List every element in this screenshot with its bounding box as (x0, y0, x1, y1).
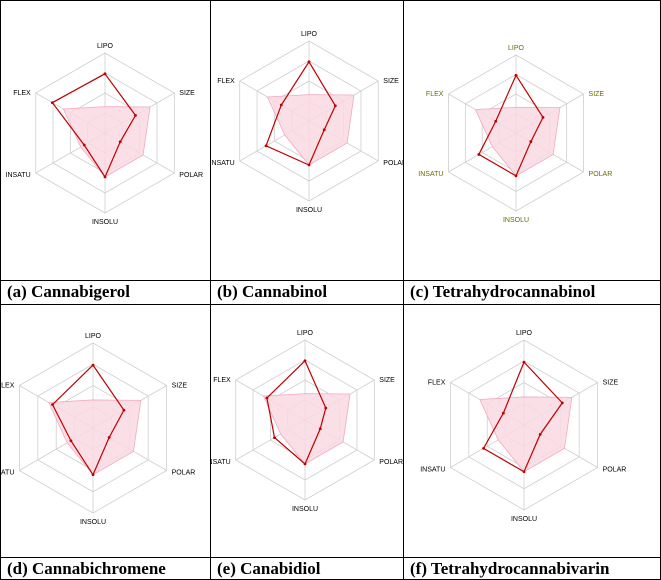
caption-b: (b) Cannabinol (211, 280, 403, 304)
caption-c: (c) Tetrahydrocannabinol (404, 280, 660, 304)
data-point-size (333, 104, 337, 108)
axis-label-size: SIZE (589, 91, 605, 98)
radar-chart-e: LIPO SIZE POLAR INSOLU INSATU FLEX (211, 330, 403, 513)
data-point-polar (107, 435, 111, 439)
axis-label-flex: FLEX (13, 90, 31, 97)
data-point-polar (538, 432, 542, 436)
data-point-flex (51, 403, 54, 407)
data-point-flex (50, 101, 54, 104)
axis-label-polar: POLAR (603, 467, 627, 474)
axis-label-size: SIZE (379, 377, 395, 384)
panel-e: LIPO SIZE POLAR INSOLU INSATU FLEX (e) Canabi… (210, 304, 404, 580)
data-point-flex (265, 396, 269, 400)
axis-label-lipo: LIPO (516, 330, 533, 337)
axis-label-lipo: LIPO (301, 31, 318, 38)
axis-label-flex: FLEX (428, 380, 446, 387)
axis-label-flex: FLEX (426, 91, 444, 98)
axis-label-size: SIZE (383, 78, 399, 85)
axis-label-size: SIZE (179, 90, 195, 97)
axis-label-polar: POLAR (179, 172, 203, 179)
optimal-range-area (62, 106, 151, 178)
axis-label-flex: FLEX (217, 78, 235, 85)
data-point-insolu (514, 174, 518, 178)
data-point-insatu (69, 439, 73, 443)
axis-label-insatu: INSATU (1, 470, 14, 477)
axis-label-lipo: LIPO (297, 330, 314, 337)
data-point-polar (118, 140, 122, 144)
radar-chart-f: LIPO SIZE POLAR INSOLU INSATU FLEX (420, 330, 627, 523)
axis-label-lipo: LIPO (85, 333, 102, 340)
caption-e: (e) Canabidiol (211, 557, 403, 579)
panel-f: LIPO SIZE POLAR INSOLU INSATU FLEX (f) Tetrah… (403, 304, 661, 580)
axis-label-size: SIZE (172, 383, 188, 390)
data-point-insatu (482, 446, 485, 450)
axis-label-insolu: INSOLU (511, 516, 537, 523)
caption-f: (f) Tetrahydrocannabivarin (404, 557, 660, 579)
data-point-lipo (103, 72, 107, 76)
panel-d: LIPO SIZE POLAR INSOLU INSATU FLEX (d) Cannab… (0, 304, 211, 580)
axis-label-lipo: LIPO (97, 43, 114, 50)
axis-label-flex: FLEX (1, 383, 15, 390)
data-point-lipo (522, 360, 526, 364)
data-point-polar (318, 427, 322, 431)
data-point-polar (322, 128, 326, 132)
data-point-insatu (264, 144, 268, 148)
axis-label-insolu: INSOLU (92, 219, 118, 226)
data-point-insolu (522, 470, 526, 474)
axis-label-insatu: INSATU (6, 172, 31, 179)
axis-label-lipo: LIPO (508, 45, 525, 52)
axis-label-polar: POLAR (383, 160, 403, 167)
data-point-insatu (82, 143, 86, 147)
radar-chart-d: LIPO SIZE POLAR INSOLU INSATU FLEX (1, 333, 196, 526)
axis-label-polar: POLAR (172, 470, 196, 477)
data-point-polar (529, 140, 533, 143)
panel-a: LIPO SIZE POLAR INSOLU INSATU FLEX (a) Cannab… (0, 0, 211, 305)
panel-c: LIPO SIZE POLAR INSOLU INSATU FLEX (c) Tetrah… (403, 0, 661, 305)
axis-label-insolu: INSOLU (292, 506, 318, 513)
data-point-insolu (91, 473, 95, 477)
data-point-flex (279, 103, 283, 107)
data-point-size (560, 401, 564, 405)
optimal-range-area (48, 399, 142, 476)
data-point-size (122, 408, 126, 412)
data-point-flex (494, 119, 498, 123)
data-point-insolu (307, 163, 311, 167)
axis-label-flex: FLEX (213, 377, 231, 384)
radar-chart-a: LIPO SIZE POLAR INSOLU INSATU FLEX (6, 43, 203, 226)
panel-b: LIPO SIZE POLAR INSOLU INSATU FLEX (b) Cannab… (210, 0, 404, 305)
data-point-lipo (91, 363, 95, 367)
data-point-insolu (103, 175, 107, 179)
data-point-insatu (273, 436, 276, 439)
axis-label-insatu: INSATU (418, 171, 443, 178)
axis-label-polar: POLAR (589, 171, 613, 178)
axis-label-polar: POLAR (379, 459, 403, 466)
caption-a: (a) Cannabigerol (1, 280, 210, 304)
axis-label-insolu: INSOLU (503, 217, 529, 224)
data-point-insolu (303, 462, 307, 466)
data-point-size (324, 406, 328, 410)
axis-label-size: SIZE (603, 380, 619, 387)
optimal-range-area (262, 393, 351, 465)
data-point-lipo (307, 60, 311, 64)
optimal-range-area (474, 106, 561, 177)
data-point-size (134, 114, 137, 117)
axis-label-insolu: INSOLU (80, 519, 106, 526)
data-point-insatu (477, 153, 481, 156)
data-point-lipo (514, 73, 518, 77)
data-point-size (541, 116, 545, 119)
radar-chart-c: LIPO SIZE POLAR INSOLU INSATU FLEX (418, 45, 613, 224)
data-point-flex (501, 411, 505, 415)
axis-label-insatu: INSATU (420, 467, 445, 474)
axis-label-insatu: INSATU (211, 459, 231, 466)
radar-chart-b: LIPO SIZE POLAR INSOLU INSATU FLEX (211, 31, 403, 214)
data-point-lipo (303, 359, 307, 363)
axis-label-insatu: INSATU (211, 160, 235, 167)
axis-label-insolu: INSOLU (296, 207, 322, 214)
caption-d: (d) Cannabichromene (1, 557, 210, 579)
